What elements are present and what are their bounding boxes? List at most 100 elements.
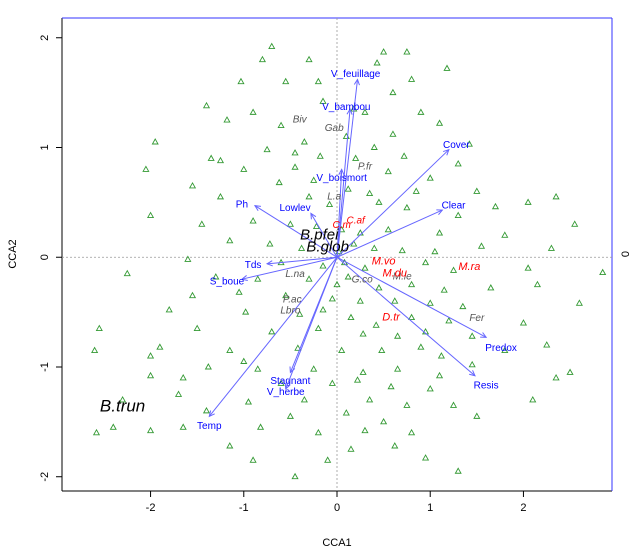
site-marker xyxy=(524,264,532,271)
site-marker xyxy=(300,138,308,145)
env-vector-label: Cover xyxy=(443,140,470,151)
site-marker xyxy=(391,442,399,449)
site-marker xyxy=(226,236,234,244)
site-marker xyxy=(375,198,383,205)
site-marker xyxy=(533,280,541,288)
site-marker xyxy=(328,379,336,386)
env-vector-label: Predox xyxy=(485,343,517,354)
site-marker xyxy=(216,156,225,164)
site-marker xyxy=(378,346,386,353)
site-marker xyxy=(391,297,399,304)
site-marker xyxy=(286,412,294,419)
site-marker xyxy=(571,220,579,227)
site-marker xyxy=(403,48,411,55)
species-label: M.ra xyxy=(458,261,480,273)
site-marker xyxy=(342,409,350,416)
env-vector-label: V_herbe xyxy=(267,387,305,398)
site-marker xyxy=(468,332,476,339)
site-marker xyxy=(305,55,313,63)
env-vector-arrowhead xyxy=(436,209,444,215)
site-marker xyxy=(552,192,560,200)
site-marker xyxy=(440,286,448,293)
species-label: P.fr xyxy=(358,162,373,173)
site-marker xyxy=(188,181,197,189)
site-marker xyxy=(146,352,155,359)
x-tick-label: 1 xyxy=(427,502,433,514)
site-marker xyxy=(305,275,313,282)
species-label: P.ac xyxy=(283,294,302,305)
y-tick-label: 2 xyxy=(39,35,51,41)
site-marker xyxy=(254,275,262,282)
site-marker xyxy=(325,200,334,208)
species-label: M.vo xyxy=(372,255,396,267)
site-marker xyxy=(437,352,445,359)
site-marker xyxy=(146,426,155,434)
site-marker xyxy=(235,288,243,295)
site-marker xyxy=(366,189,374,197)
site-marker xyxy=(421,258,430,266)
site-marker xyxy=(184,255,192,262)
env-vector-arrowhead xyxy=(310,212,317,220)
site-marker xyxy=(291,149,299,156)
site-marker xyxy=(254,365,262,372)
site-marker xyxy=(459,302,467,310)
site-marker xyxy=(226,346,234,353)
site-marker xyxy=(207,154,215,161)
site-marker xyxy=(268,42,276,49)
env-vector-arrow xyxy=(241,256,338,280)
env-vector-arrowhead xyxy=(469,370,476,377)
species-label: Lbro xyxy=(280,305,300,316)
site-marker xyxy=(277,379,285,386)
env-vector-arrow xyxy=(336,149,450,258)
site-marker xyxy=(316,152,324,159)
site-marker xyxy=(188,291,197,299)
site-marker xyxy=(324,456,332,463)
site-marker xyxy=(370,143,378,150)
site-marker xyxy=(426,385,434,392)
site-marker xyxy=(408,313,416,321)
site-marker xyxy=(174,390,183,397)
site-marker xyxy=(359,330,367,337)
site-marker xyxy=(212,273,220,280)
site-marker xyxy=(361,264,369,271)
site-marker xyxy=(296,310,304,317)
x-tick-label: -1 xyxy=(239,502,249,514)
site-marker xyxy=(338,346,346,353)
species-label: B.pfei xyxy=(300,226,339,243)
site-marker xyxy=(310,176,318,183)
site-marker xyxy=(319,306,327,313)
site-marker xyxy=(282,77,290,85)
site-marker xyxy=(501,346,509,353)
species-label: C.m xyxy=(332,220,350,231)
site-marker xyxy=(275,178,283,186)
site-marker xyxy=(240,357,248,364)
env-vector-label: Clear xyxy=(442,201,467,212)
environment-vectors: V_feuillage V_bambou Cover V_boismort Clear P… xyxy=(197,69,517,432)
site-marker xyxy=(319,262,327,269)
site-marker xyxy=(361,108,369,115)
site-marker xyxy=(352,154,360,161)
site-marker xyxy=(328,295,336,302)
site-marker xyxy=(435,229,444,236)
site-marker xyxy=(314,324,322,332)
site-marker xyxy=(398,246,406,254)
axis-ticks: -2 -1 0 1 2 -2 -1 0 1 2 xyxy=(39,35,527,514)
site-marker xyxy=(454,211,462,218)
site-marker xyxy=(370,244,378,251)
site-marker xyxy=(443,64,451,71)
site-marker xyxy=(408,428,416,436)
site-marker xyxy=(426,174,434,181)
site-marker xyxy=(300,395,308,403)
species-label: G.co xyxy=(352,275,374,286)
site-marker xyxy=(119,395,127,403)
site-marker xyxy=(268,327,276,335)
site-marker xyxy=(249,108,257,115)
site-marker xyxy=(400,152,408,159)
site-marker xyxy=(91,346,99,353)
site-marker xyxy=(431,247,439,255)
site-marker xyxy=(435,119,444,126)
site-marker xyxy=(305,192,313,200)
site-marker xyxy=(408,75,416,82)
site-marker xyxy=(256,423,265,430)
site-marker xyxy=(473,187,481,194)
